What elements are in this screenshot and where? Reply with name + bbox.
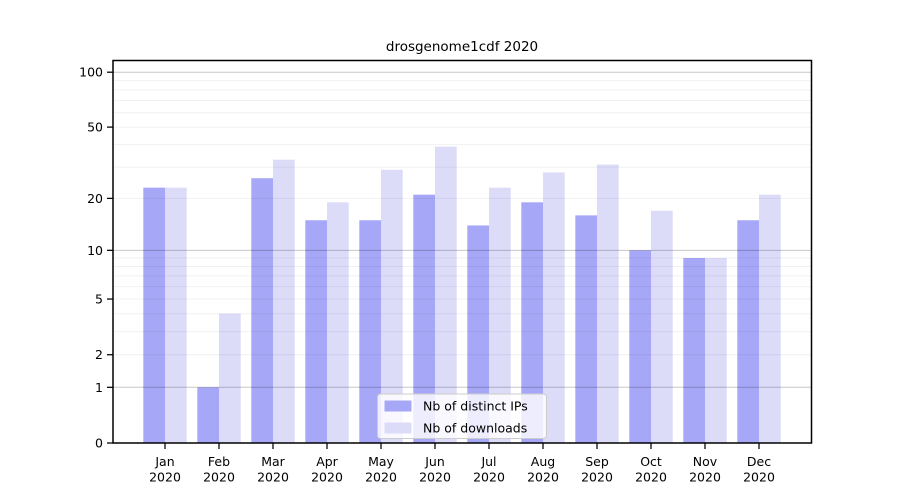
legend-swatch-downloads bbox=[384, 422, 412, 434]
bar-jul-downloads bbox=[489, 187, 511, 443]
legend-label-distinct-ips: Nb of distinct IPs bbox=[423, 399, 528, 414]
bar-jun-downloads bbox=[435, 146, 457, 443]
x-tick-label-month-feb: Feb bbox=[208, 454, 230, 469]
y-tick-label-20: 20 bbox=[87, 191, 103, 206]
bar-dec-downloads bbox=[759, 194, 781, 443]
y-tick-label-100: 100 bbox=[79, 65, 103, 80]
bar-jun-distinct-ips bbox=[413, 194, 435, 443]
x-tick-label-month-mar: Mar bbox=[261, 454, 285, 469]
x-tick-label-year-may: 2020 bbox=[365, 470, 397, 485]
bar-may-downloads bbox=[381, 169, 403, 444]
bar-oct-distinct-ips bbox=[629, 250, 651, 443]
x-tick-label-month-jun: Jun bbox=[424, 454, 445, 469]
x-tick-label-month-may: May bbox=[368, 454, 394, 469]
x-tick-label-year-jun: 2020 bbox=[419, 470, 451, 485]
bar-mar-downloads bbox=[273, 159, 295, 443]
bar-oct-downloads bbox=[651, 210, 673, 443]
bar-nov-downloads bbox=[705, 258, 727, 443]
bar-dec-distinct-ips bbox=[737, 220, 759, 443]
x-tick-label-year-jul: 2020 bbox=[473, 470, 505, 485]
x-tick-label-month-oct: Oct bbox=[640, 454, 662, 469]
bar-nov-distinct-ips bbox=[683, 258, 705, 443]
x-tick-label-month-jan: Jan bbox=[154, 454, 174, 469]
bar-jan-distinct-ips bbox=[143, 187, 165, 443]
y-tick-label-0: 0 bbox=[95, 436, 103, 451]
x-tick-label-month-sep: Sep bbox=[585, 454, 609, 469]
x-tick-label-month-jul: Jul bbox=[480, 454, 496, 469]
bar-feb-distinct-ips bbox=[197, 387, 219, 443]
y-tick-label-2: 2 bbox=[95, 347, 103, 362]
x-tick-label-year-dec: 2020 bbox=[743, 470, 775, 485]
bar-feb-downloads bbox=[219, 313, 241, 443]
x-tick-label-year-mar: 2020 bbox=[257, 470, 289, 485]
bar-apr-distinct-ips bbox=[305, 220, 327, 443]
legend: Nb of distinct IPs Nb of downloads bbox=[377, 393, 547, 439]
bar-jul-distinct-ips bbox=[467, 225, 489, 443]
plot-area: 0125102050100Jan2020Feb2020Mar2020Apr202… bbox=[79, 59, 813, 485]
chart-title: drosgenome1cdf 2020 bbox=[386, 39, 538, 55]
legend-swatch-distinct-ips bbox=[384, 400, 412, 412]
x-tick-label-month-aug: Aug bbox=[531, 454, 555, 469]
x-tick-label-month-apr: Apr bbox=[316, 454, 338, 469]
x-tick-label-year-jan: 2020 bbox=[149, 470, 181, 485]
bar-mar-distinct-ips bbox=[251, 178, 273, 443]
x-tick-label-year-aug: 2020 bbox=[527, 470, 559, 485]
legend-label-downloads: Nb of downloads bbox=[423, 421, 527, 436]
x-tick-label-year-apr: 2020 bbox=[311, 470, 343, 485]
plot-border bbox=[112, 59, 813, 444]
bar-aug-distinct-ips bbox=[521, 202, 543, 443]
x-tick-label-month-dec: Dec bbox=[747, 454, 771, 469]
y-tick-label-10: 10 bbox=[87, 243, 103, 258]
y-tick-label-50: 50 bbox=[87, 120, 103, 135]
y-tick-label-1: 1 bbox=[95, 380, 103, 395]
x-tick-label-year-feb: 2020 bbox=[203, 470, 235, 485]
y-tick-label-5: 5 bbox=[95, 292, 103, 307]
bar-aug-downloads bbox=[543, 172, 565, 443]
bar-jan-downloads bbox=[165, 187, 187, 443]
x-tick-label-year-sep: 2020 bbox=[581, 470, 613, 485]
bar-sep-distinct-ips bbox=[575, 215, 597, 443]
bar-apr-downloads bbox=[327, 202, 349, 443]
x-tick-label-month-nov: Nov bbox=[693, 454, 718, 469]
bar-may-distinct-ips bbox=[359, 220, 381, 443]
x-tick-label-year-nov: 2020 bbox=[689, 470, 721, 485]
legend-box bbox=[377, 393, 547, 439]
x-tick-label-year-oct: 2020 bbox=[635, 470, 667, 485]
bar-sep-downloads bbox=[597, 164, 619, 444]
